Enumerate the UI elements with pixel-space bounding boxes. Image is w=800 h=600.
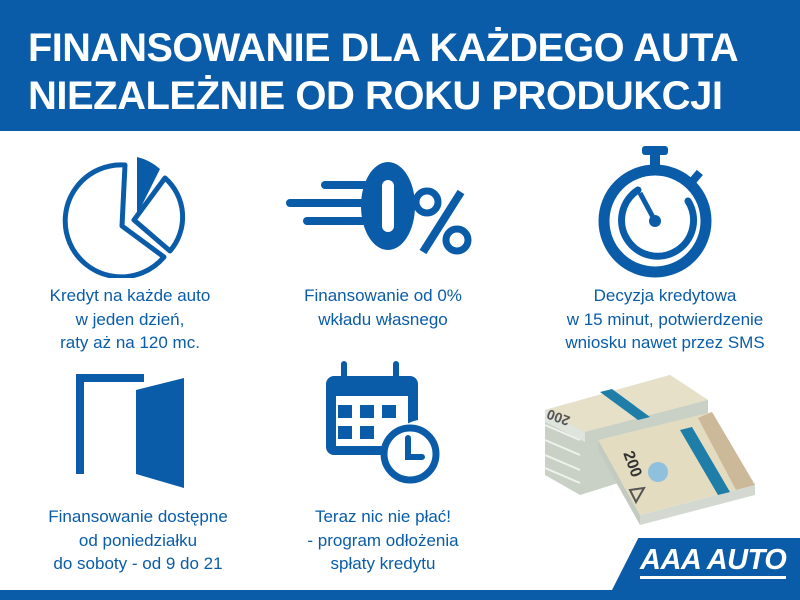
header-banner: FINANSOWANIE DLA KAŻDEGO AUTA NIEZALEŻNI…: [0, 0, 800, 131]
caption-line: w 15 minut, potwierdzenie: [566, 309, 764, 329]
caption-line: od poniedziałku: [78, 530, 198, 550]
caption-line: w jeden dzień,: [75, 309, 185, 329]
calendar-clock-icon: [326, 361, 440, 484]
feature-caption-decision: Decyzja kredytowa w 15 minut, potwierdze…: [535, 284, 795, 355]
headline-line-2: NIEZALEŻNIE OD ROKU PRODUKCJI: [28, 74, 723, 118]
caption-line: - program odłożenia: [307, 530, 459, 550]
caption-line: do soboty - od 9 do 21: [53, 554, 223, 573]
caption-line: Kredyt na każde auto: [49, 286, 211, 305]
feature-caption-deferral: Teraz nic nie płać! - program odłożenia …: [253, 505, 513, 576]
logo-background: [612, 538, 800, 590]
headline-line-1: FINANSOWANIE DLA KAŻDEGO AUTA: [28, 26, 739, 70]
caption-line: wniosku nawet przez SMS: [565, 333, 765, 352]
banknote-stacks-image: 200 200: [544, 375, 755, 525]
feature-caption-zero-down: Finansowanie od 0% wkładu własnego: [253, 284, 513, 331]
banknote-value: 200: [544, 406, 572, 429]
stopwatch-icon: [598, 146, 712, 278]
open-door-icon: [76, 374, 184, 488]
caption-line: Finansowanie dostępne: [48, 507, 228, 526]
caption-line: spłaty kredytu: [330, 554, 436, 573]
zero-percent-icon: [286, 162, 472, 255]
caption-line: Decyzja kredytowa: [593, 286, 737, 305]
pie-chart-icon: [62, 157, 186, 278]
footer-band: [0, 590, 800, 600]
caption-line: Finansowanie od 0%: [304, 286, 462, 305]
caption-line: wkładu własnego: [318, 309, 448, 329]
caption-line: Teraz nic nie płać!: [314, 507, 452, 526]
aaa-auto-logo: AAA AUTO: [640, 544, 787, 579]
feature-caption-credit: Kredyt na każde auto w jeden dzień, raty…: [0, 284, 260, 355]
caption-line: raty aż na 120 mc.: [60, 333, 200, 352]
feature-caption-hours: Finansowanie dostępne od poniedziałku do…: [8, 505, 268, 576]
